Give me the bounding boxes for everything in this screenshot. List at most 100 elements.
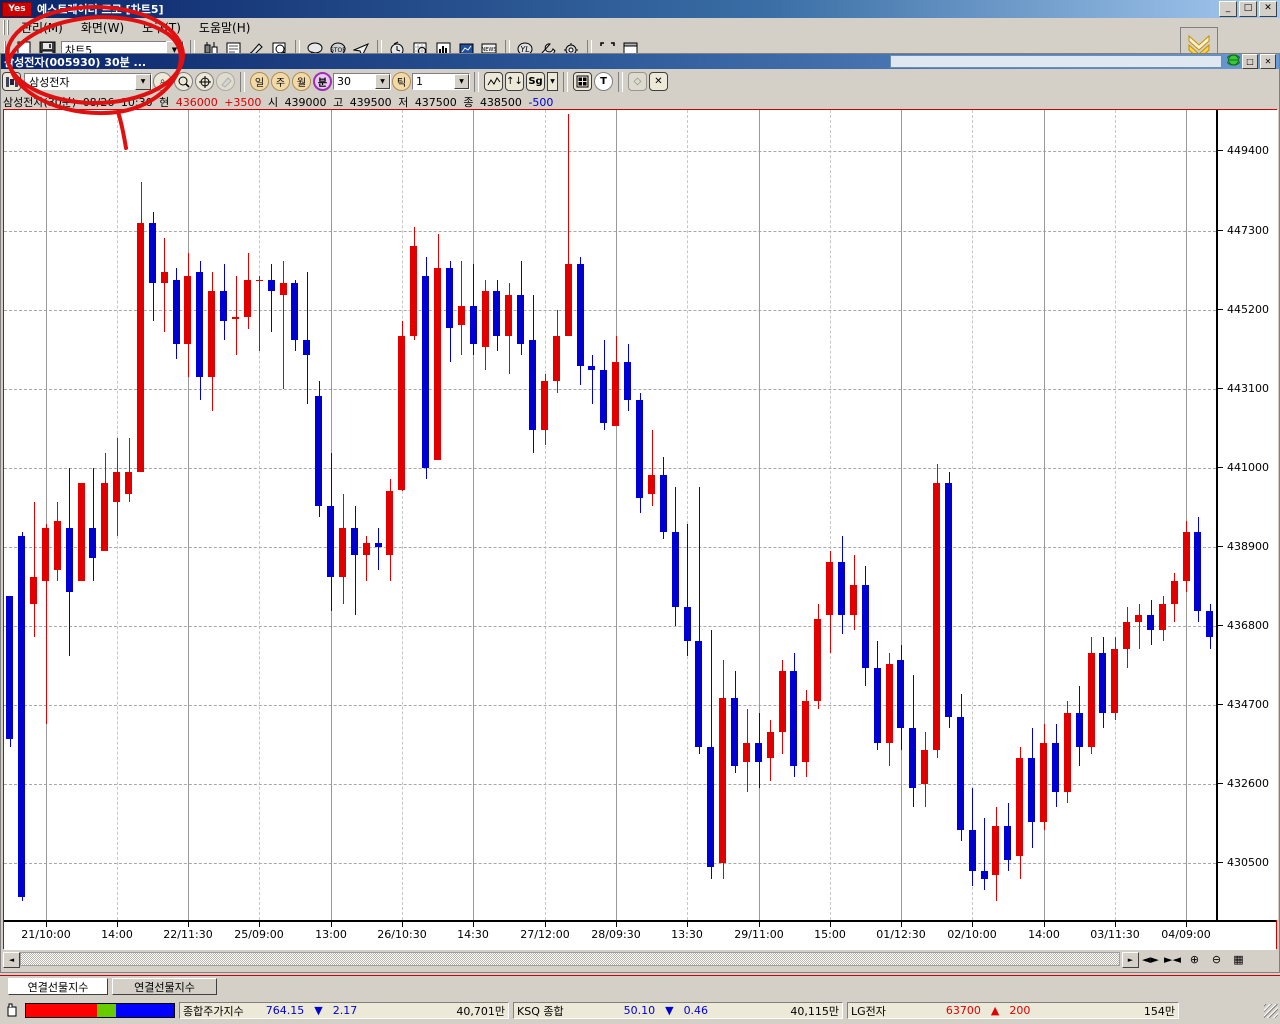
chart-window-titlebar[interactable]: 삼성전자(005930) 30분 ... □ ✕ — [1, 54, 1279, 69]
y-axis-tick-label: 447300 — [1218, 224, 1269, 237]
status-panel-kosdaq[interactable]: KSQ 종합 50.10 ▼ 0.46 40,115만 — [513, 1002, 843, 1019]
period-tick-button[interactable]: 틱 — [392, 72, 411, 91]
candle-body — [779, 671, 786, 732]
gridline-horizontal — [4, 467, 1216, 469]
nav-expand-icon[interactable]: ◄► — [1142, 952, 1159, 966]
diamond-icon[interactable]: ◇ — [628, 72, 647, 91]
grid-toggle-icon[interactable]: ▦ — [1231, 952, 1246, 966]
period-minute-button[interactable]: 분 — [313, 72, 332, 91]
zoom-in-icon[interactable]: ⊕ — [1187, 952, 1202, 966]
candle-body — [268, 279, 275, 291]
menu-screen[interactable]: 화면(W) — [80, 21, 125, 35]
magnifier-icon[interactable] — [174, 72, 193, 91]
gridline-vertical — [830, 110, 832, 920]
toolbar-separator-3 — [377, 39, 382, 60]
window-tab-1[interactable]: 연결선물지수 — [8, 978, 108, 995]
resize-grip[interactable] — [1264, 1003, 1278, 1018]
signal-icon[interactable]: Sg — [526, 72, 545, 91]
chart-close-button[interactable]: ✕ — [1260, 54, 1276, 69]
window-buttons: _ □ ✕ — [1219, 1, 1277, 17]
minute-chevron-down-icon[interactable]: ▼ — [375, 74, 390, 89]
menu-help[interactable]: 도움말(H) — [198, 21, 251, 35]
signal-chevron-down-icon[interactable]: ▼ — [547, 72, 558, 91]
candle-body — [850, 584, 857, 615]
candle-body — [767, 731, 774, 758]
period-week-button[interactable]: 주 — [271, 72, 290, 91]
kosdaq-direction-icon: ▼ — [665, 1004, 674, 1017]
candle-wick — [1139, 603, 1140, 649]
status-panel-kospi[interactable]: 종합주가지수 764.15 ▼ 2.17 40,701만 — [179, 1002, 509, 1019]
candle-wick — [34, 501, 35, 638]
chart-window-buttons: □ ✕ — [1226, 54, 1276, 69]
scale-updown-icon[interactable]: ↑↓ — [505, 72, 524, 91]
window-tab-2[interactable]: 연결선물지수 — [112, 978, 217, 995]
x-axis-tick-mark — [117, 922, 118, 927]
crosshair-icon[interactable] — [195, 72, 214, 91]
indicator-line-icon[interactable] — [484, 72, 503, 91]
svg-text:YL: YL — [520, 45, 529, 54]
symbol-chevron-down-icon[interactable]: ▼ — [135, 73, 151, 90]
candle-body — [1028, 758, 1035, 823]
candle-body — [446, 268, 453, 329]
text-tool-icon[interactable]: T — [594, 72, 613, 91]
tick-chevron-down-icon[interactable]: ▼ — [454, 74, 469, 89]
menu-manage[interactable]: 관리(M) — [21, 21, 63, 35]
y-axis-tick-label: 438900 — [1218, 540, 1269, 553]
grid-layout-icon[interactable] — [573, 72, 592, 91]
lg-direction-icon: ▲ — [990, 1004, 1000, 1017]
gridline-vertical — [687, 110, 689, 920]
gridline-horizontal — [4, 547, 1216, 549]
nav-collapse-icon[interactable]: ►◄ — [1164, 952, 1181, 966]
candle-body — [1064, 712, 1071, 792]
candle-body — [719, 697, 726, 864]
eraser-icon[interactable] — [216, 72, 235, 91]
toolbar-separator — [190, 39, 195, 60]
chart-window-title: 삼성전자(005930) 30분 ... — [4, 55, 147, 69]
menu-tools[interactable]: 도구(T) — [142, 21, 181, 35]
candle-wick — [259, 275, 260, 352]
candle-body — [600, 369, 607, 423]
candle-body — [826, 562, 833, 615]
close-button[interactable]: ✕ — [1259, 1, 1277, 17]
scroll-right-button[interactable]: ► — [1122, 952, 1139, 968]
chart-plot[interactable] — [4, 110, 1216, 920]
scroll-left-button[interactable]: ◄ — [3, 952, 20, 968]
candle-body — [755, 742, 762, 762]
candle-body — [648, 475, 655, 495]
status-panel-lg[interactable]: LG전자 63700 ▲ 200 154만 — [847, 1002, 1179, 1019]
minute-interval-input[interactable]: 30 ▼ — [333, 73, 391, 90]
candle-wick — [164, 238, 165, 333]
globe-icon[interactable] — [1226, 54, 1240, 67]
search-symbol-icon[interactable]: ⌕ — [153, 72, 172, 91]
minimize-button[interactable]: _ — [1219, 1, 1237, 17]
y-axis-tick-label: 434700 — [1218, 698, 1269, 711]
candle-body — [505, 294, 512, 337]
period-month-button[interactable]: 월 — [292, 72, 311, 91]
chart-area[interactable]: 449400 447300 445200 443100 441000 438900 4368… — [3, 109, 1278, 950]
chart-hscrollbar[interactable]: ◄ ► ◄► ►◄ ⊕ ⊖ ▦ — [3, 951, 1277, 968]
gridline-horizontal — [4, 309, 1216, 311]
candle-wick — [355, 505, 356, 615]
candle-body — [339, 528, 346, 578]
zoom-out-icon[interactable]: ⊖ — [1209, 952, 1224, 966]
menu-grip[interactable] — [3, 20, 9, 35]
candle-body — [434, 268, 441, 461]
restore-button[interactable]: □ — [1239, 1, 1257, 17]
symbol-input[interactable]: 삼성전자 ▼ — [24, 73, 152, 90]
window-title: 예스트레이더 프로 [차트5] — [37, 3, 164, 16]
period-day-button[interactable]: 일 — [250, 72, 269, 91]
y-axis-tick-label: 443100 — [1218, 382, 1269, 395]
quote-cur-value: 436000 — [175, 96, 218, 109]
candle-body — [327, 505, 334, 578]
scroll-track[interactable] — [20, 952, 1120, 966]
gridline-vertical — [901, 110, 903, 920]
x-axis-tick-label: 29/11:00 — [734, 928, 784, 941]
symbol-lookup-icon[interactable] — [2, 72, 21, 91]
x-axis-tick-label: 14:00 — [101, 928, 133, 941]
chart-restore-button[interactable]: □ — [1242, 54, 1258, 69]
hand-icon[interactable] — [2, 1002, 22, 1020]
tick-interval-input[interactable]: 1 ▼ — [412, 73, 470, 90]
lg-amount: 154만 — [1143, 1004, 1175, 1018]
candle-body — [695, 641, 702, 747]
close-chart-icon[interactable]: ✕ — [649, 72, 668, 91]
